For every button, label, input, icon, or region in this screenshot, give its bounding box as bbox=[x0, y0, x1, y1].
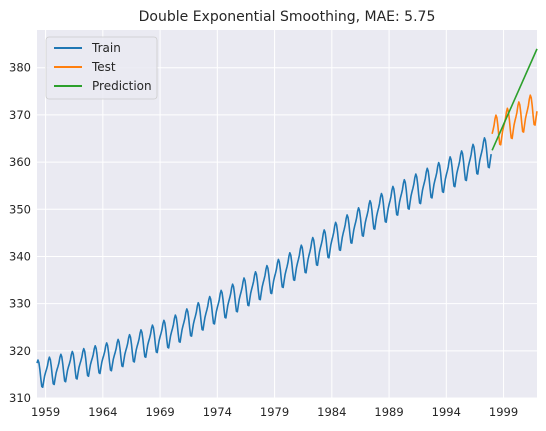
y-tick-label: 370 bbox=[9, 108, 31, 122]
x-tick-labels: 1959 1964 1969 1974 1979 1984 1989 1994 1999 bbox=[31, 405, 518, 419]
legend-label-prediction: Prediction bbox=[92, 79, 152, 93]
legend: Train Test Prediction bbox=[45, 36, 158, 100]
y-tick-label: 380 bbox=[9, 61, 31, 75]
y-tick-label: 330 bbox=[9, 297, 31, 311]
x-tick-label: 1984 bbox=[317, 405, 346, 419]
x-tick-label: 1964 bbox=[88, 405, 117, 419]
x-tick-label: 1974 bbox=[203, 405, 232, 419]
legend-box bbox=[45, 36, 158, 100]
series-line-test bbox=[491, 94, 538, 146]
x-tick-label: 1979 bbox=[260, 405, 289, 419]
series-lines bbox=[36, 48, 538, 389]
x-tick-label: 1969 bbox=[145, 405, 174, 419]
legend-label-test: Test bbox=[91, 60, 116, 74]
x-tick-label: 1994 bbox=[432, 405, 461, 419]
series-line-train bbox=[36, 137, 492, 389]
series-line-prediction bbox=[491, 48, 538, 151]
x-tick-label: 1999 bbox=[489, 405, 518, 419]
y-tick-label: 360 bbox=[9, 155, 31, 169]
y-tick-label: 340 bbox=[9, 249, 31, 263]
x-tick-label: 1989 bbox=[374, 405, 403, 419]
y-tick-label: 310 bbox=[9, 391, 31, 405]
y-tick-labels: 310 320 330 340 350 360 370 380 bbox=[9, 61, 31, 405]
legend-label-train: Train bbox=[91, 41, 121, 55]
chart-title: Double Exponential Smoothing, MAE: 5.75 bbox=[139, 9, 436, 25]
y-tick-label: 320 bbox=[9, 344, 31, 358]
x-tick-label: 1959 bbox=[31, 405, 60, 419]
y-tick-label: 350 bbox=[9, 202, 31, 216]
